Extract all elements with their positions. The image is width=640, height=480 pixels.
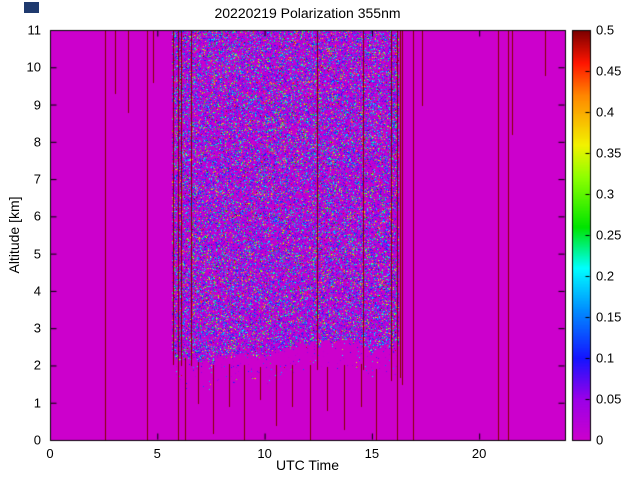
y-tick-label: 11 [27,22,42,38]
y-tick-label: 3 [33,320,41,336]
colorbar-tick-label: 0.2 [596,268,615,284]
x-tick-label: 20 [471,446,487,461]
colorbar-tick-label: 0.15 [596,309,622,325]
x-axis-label: UTC Time [276,457,339,473]
x-tick-label: 10 [257,446,272,461]
y-tick-label: 0 [33,432,41,448]
colorbar-tick-label: 0.35 [596,145,622,161]
y-tick-label: 6 [33,208,41,224]
colorbar-tick-label: 0.5 [596,22,615,38]
colorbar-tick-label: 0.05 [596,391,622,407]
y-tick-label: 9 [33,97,41,113]
colorbar-tick-label: 0.25 [596,227,622,243]
x-tick-label: 0 [46,446,54,461]
x-tick-label: 5 [153,446,161,461]
chart-title: 20220219 Polarization 355nm [214,5,401,21]
y-tick-label: 2 [33,357,41,373]
y-tick-label: 4 [33,283,41,299]
y-tick-label: 7 [33,171,41,187]
y-tick-label: 10 [26,59,41,75]
colorbar-tick-label: 0.3 [596,186,615,202]
x-tick-label: 15 [364,446,380,461]
colorbar-tick-label: 0.4 [596,104,615,120]
y-tick-label: 1 [33,395,41,411]
colorbar-tick-label: 0.45 [596,63,622,79]
colorbar-tick-label: 0.1 [596,350,615,366]
colorbar-tick-label: 0 [596,432,604,448]
y-tick-label: 5 [33,246,41,262]
y-tick-label: 8 [33,134,41,150]
